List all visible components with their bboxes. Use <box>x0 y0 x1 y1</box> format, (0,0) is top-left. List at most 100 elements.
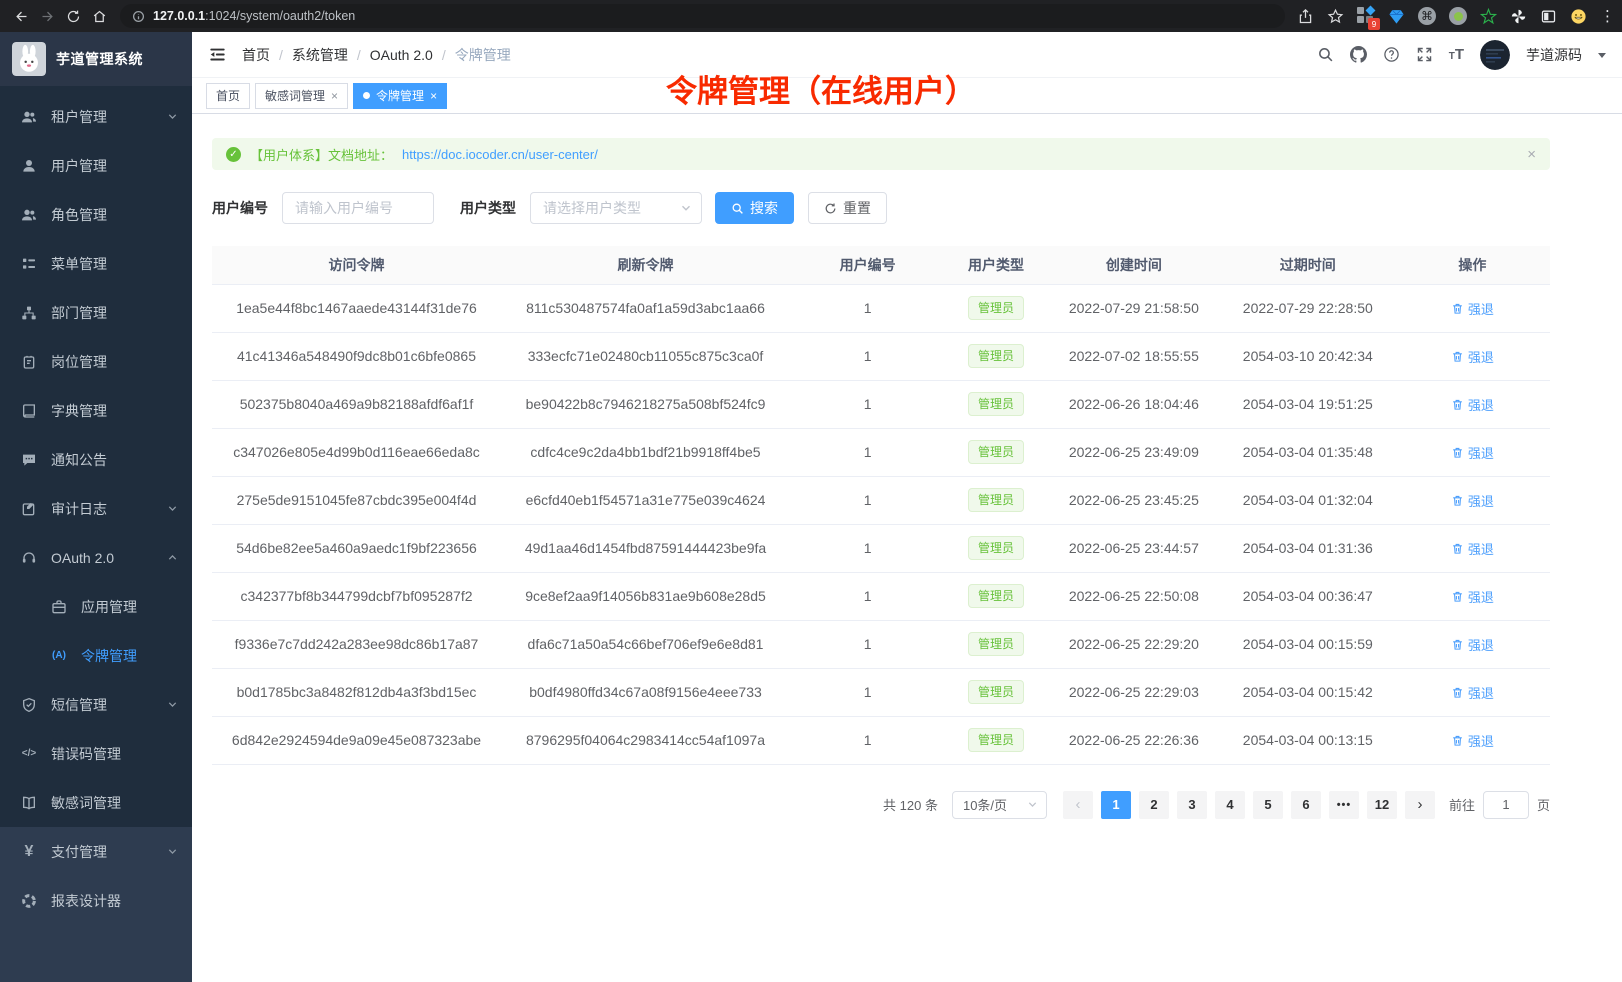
app-icon <box>50 598 68 616</box>
sidebar-item-tenant[interactable]: 租户管理 <box>0 92 192 141</box>
table-row: f9336e7c7dd242a283ee98dc86b17a87dfa6c71a… <box>212 620 1550 668</box>
page-button-12[interactable]: 12 <box>1367 791 1397 819</box>
sidebar-item-pay[interactable]: ¥支付管理 <box>0 827 192 876</box>
expires-at-cell: 2054-03-04 01:35:48 <box>1221 428 1395 476</box>
sidebar-item-errcode[interactable]: </>错误码管理 <box>0 729 192 778</box>
user-id-cell: 1 <box>790 716 945 764</box>
more-pages-button[interactable]: ••• <box>1329 791 1359 819</box>
split-screen-extension-icon[interactable] <box>1540 8 1557 25</box>
sidebar-item-dept[interactable]: 部门管理 <box>0 288 192 337</box>
sidebar-item-user[interactable]: 用户管理 <box>0 141 192 190</box>
tab-close-icon[interactable]: × <box>331 90 338 102</box>
access-token-cell: 275e5de9151045fe87cbdc395e004f4d <box>212 476 501 524</box>
page-button-1[interactable]: 1 <box>1101 791 1131 819</box>
actions-cell: 强退 <box>1395 524 1550 572</box>
sidebar-item-post[interactable]: 岗位管理 <box>0 337 192 386</box>
green-star-extension-icon[interactable] <box>1480 8 1497 25</box>
username[interactable]: 芋道源码 <box>1526 45 1582 65</box>
sidebar-item-sms[interactable]: 短信管理 <box>0 680 192 729</box>
user-type-select[interactable]: 请选择用户类型 <box>530 192 702 224</box>
trash-icon <box>1451 350 1464 363</box>
force-logout-button[interactable]: 强退 <box>1451 683 1494 702</box>
sidebar-item-app[interactable]: 应用管理 <box>0 582 192 631</box>
sidebar-toggle-icon[interactable] <box>208 45 227 64</box>
breadcrumb-system[interactable]: 系统管理 <box>292 45 348 65</box>
browser-reload-icon[interactable] <box>60 4 86 28</box>
sidebar-item-label: 短信管理 <box>51 695 107 715</box>
alert-close-icon[interactable]: × <box>1527 146 1536 163</box>
sidebar-item-sensitive[interactable]: 敏感词管理 <box>0 778 192 827</box>
tab-label: 首页 <box>216 87 240 104</box>
gem-extension-icon[interactable] <box>1388 8 1405 25</box>
force-logout-button[interactable]: 强退 <box>1451 539 1494 558</box>
user-menu-caret-icon[interactable] <box>1598 53 1606 62</box>
tab-敏感词管理[interactable]: 敏感词管理× <box>255 83 348 109</box>
breadcrumb-home[interactable]: 首页 <box>242 45 270 65</box>
search-button[interactable]: 搜索 <box>715 192 794 224</box>
sidebar-item-oauth[interactable]: OAuth 2.0 <box>0 533 192 582</box>
reset-button[interactable]: 重置 <box>808 192 887 224</box>
address-bar[interactable]: 127.0.0.1:1024/system/oauth2/token <box>120 4 1285 28</box>
browser-forward-icon[interactable] <box>34 4 60 28</box>
page-button-6[interactable]: 6 <box>1291 791 1321 819</box>
share-icon[interactable] <box>1297 8 1314 25</box>
help-icon[interactable] <box>1383 46 1400 63</box>
search-icon[interactable] <box>1317 46 1334 63</box>
fullscreen-icon[interactable] <box>1416 46 1433 63</box>
user-type-cell: 管理员 <box>945 716 1047 764</box>
user-avatar[interactable] <box>1480 40 1510 70</box>
force-logout-button[interactable]: 强退 <box>1451 635 1494 654</box>
tab-close-icon[interactable]: × <box>430 90 437 102</box>
command-extension-icon[interactable]: ⌘ <box>1418 7 1436 25</box>
sidebar-item-menu[interactable]: 菜单管理 <box>0 239 192 288</box>
info-icon <box>132 10 145 23</box>
sidebar-item-notice[interactable]: 通知公告 <box>0 435 192 484</box>
user-type-cell: 管理员 <box>945 620 1047 668</box>
force-logout-button[interactable]: 强退 <box>1451 443 1494 462</box>
extensions-icon[interactable]: 9 <box>1357 7 1375 25</box>
breadcrumb-oauth[interactable]: OAuth 2.0 <box>370 47 433 63</box>
pay-icon: ¥ <box>20 843 38 861</box>
force-logout-button[interactable]: 强退 <box>1451 299 1494 318</box>
next-page-button[interactable]: › <box>1405 791 1435 819</box>
force-logout-button[interactable]: 强退 <box>1451 491 1494 510</box>
sensitive-icon <box>20 794 38 812</box>
user-type-badge: 管理员 <box>968 344 1024 368</box>
prev-page-button[interactable]: ‹ <box>1063 791 1093 819</box>
browser-back-icon[interactable] <box>8 4 34 28</box>
refresh-token-cell: b0df4980ffd34c67a08f9156e4eee733 <box>501 668 790 716</box>
pinwheel-extension-icon[interactable] <box>1510 8 1527 25</box>
created-at-cell: 2022-06-25 23:49:09 <box>1047 428 1221 476</box>
record-extension-icon[interactable] <box>1449 7 1467 25</box>
sidebar-item-report[interactable]: 报表设计器 <box>0 876 192 925</box>
bookmark-star-icon[interactable] <box>1327 8 1344 25</box>
tab-首页[interactable]: 首页 <box>206 83 250 109</box>
breadcrumb: 首页 / 系统管理 / OAuth 2.0 / 令牌管理 <box>242 45 511 65</box>
browser-menu-icon[interactable]: ⋮ <box>1600 7 1610 25</box>
page-size-select[interactable]: 10条/页 <box>952 791 1047 819</box>
force-logout-button[interactable]: 强退 <box>1451 587 1494 606</box>
page-button-5[interactable]: 5 <box>1253 791 1283 819</box>
user-id-input[interactable] <box>282 192 434 224</box>
tab-令牌管理[interactable]: 令牌管理× <box>353 83 447 109</box>
sidebar-item-dict[interactable]: 字典管理 <box>0 386 192 435</box>
force-logout-button[interactable]: 强退 <box>1451 395 1494 414</box>
report-icon <box>20 892 38 910</box>
github-icon[interactable] <box>1350 46 1367 63</box>
sidebar-item-audit[interactable]: 审计日志 <box>0 484 192 533</box>
profile-avatar-icon[interactable] <box>1570 8 1587 25</box>
sidebar-item-role[interactable]: 角色管理 <box>0 190 192 239</box>
app-logo[interactable]: 芋道管理系统 <box>0 32 192 86</box>
force-logout-button[interactable]: 强退 <box>1451 347 1494 366</box>
sidebar-item-token[interactable]: (A)令牌管理 <box>0 631 192 680</box>
page-button-4[interactable]: 4 <box>1215 791 1245 819</box>
force-logout-button[interactable]: 强退 <box>1451 731 1494 750</box>
user-id-cell: 1 <box>790 524 945 572</box>
user-type-badge: 管理员 <box>968 536 1024 560</box>
goto-page-input[interactable] <box>1483 791 1529 819</box>
page-button-3[interactable]: 3 <box>1177 791 1207 819</box>
page-button-2[interactable]: 2 <box>1139 791 1169 819</box>
font-size-icon[interactable]: TT <box>1449 46 1464 63</box>
doc-link[interactable]: https://doc.iocoder.cn/user-center/ <box>402 147 598 162</box>
browser-home-icon[interactable] <box>86 4 112 28</box>
